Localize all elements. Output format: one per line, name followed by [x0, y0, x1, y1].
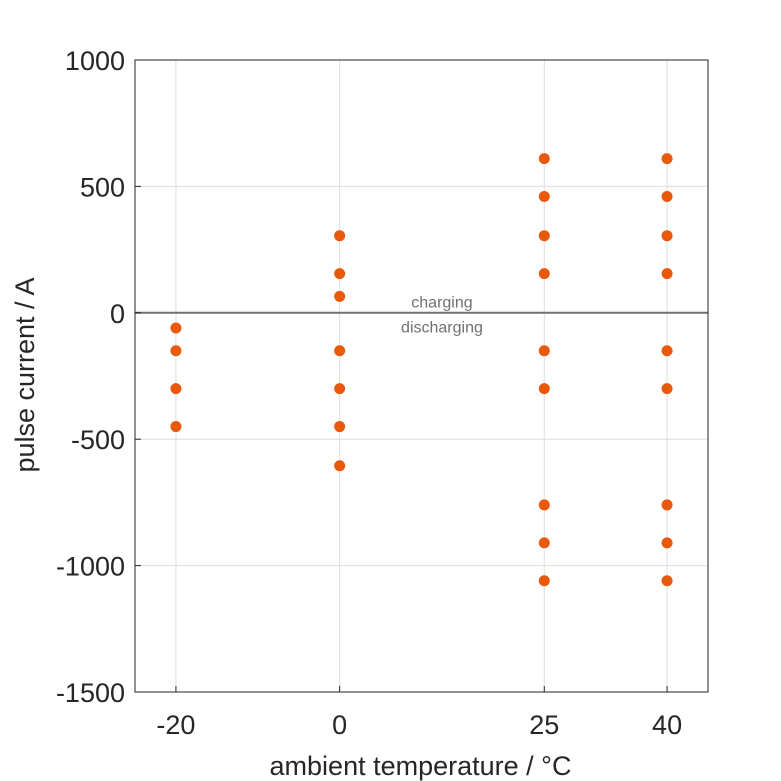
- data-point: [661, 268, 673, 280]
- data-point: [661, 537, 673, 549]
- data-point: [661, 383, 673, 395]
- data-points: [170, 153, 673, 587]
- x-tick-label: -20: [156, 710, 195, 740]
- y-tick-labels: 1000 500 0 -500 -1000 -1500: [56, 46, 141, 708]
- data-point: [334, 460, 346, 472]
- y-tick-label: 0: [110, 299, 125, 329]
- y-tick-label: -500: [71, 425, 125, 455]
- data-point: [170, 345, 182, 357]
- data-point: [538, 499, 550, 511]
- data-point: [661, 191, 673, 203]
- annotation-charging: charging: [411, 294, 472, 311]
- data-point: [661, 153, 673, 165]
- data-point: [170, 421, 182, 433]
- y-tick-label: -1500: [56, 678, 125, 708]
- data-point: [661, 230, 673, 242]
- y-axis-label: pulse current / A: [10, 277, 40, 472]
- data-point: [538, 537, 550, 549]
- y-tick-label: 500: [80, 172, 125, 202]
- y-tick-label: 1000: [65, 46, 125, 76]
- data-point: [334, 230, 346, 242]
- data-point: [538, 191, 550, 203]
- data-point: [334, 421, 346, 433]
- x-tick-label: 0: [332, 710, 347, 740]
- data-point: [661, 575, 673, 587]
- data-point: [170, 383, 182, 395]
- y-tick-label: -1000: [56, 552, 125, 582]
- x-tick-label: 25: [529, 710, 559, 740]
- x-tick-label: 40: [652, 710, 682, 740]
- data-point: [334, 383, 346, 395]
- x-tick-labels: -20 0 25 40: [156, 686, 682, 740]
- data-point: [334, 290, 346, 302]
- data-point: [538, 575, 550, 587]
- data-point: [661, 345, 673, 357]
- annotation-discharging: discharging: [401, 320, 483, 337]
- data-point: [538, 230, 550, 242]
- data-point: [538, 345, 550, 357]
- x-axis-label: ambient temperature / °C: [270, 751, 572, 781]
- annotations: charging discharging: [401, 294, 483, 336]
- data-point: [538, 383, 550, 395]
- data-point: [661, 499, 673, 511]
- plot-frame: [134, 59, 709, 693]
- data-point: [334, 268, 346, 280]
- data-point: [170, 322, 182, 334]
- data-point: [538, 153, 550, 165]
- data-point: [334, 345, 346, 357]
- data-point: [538, 268, 550, 280]
